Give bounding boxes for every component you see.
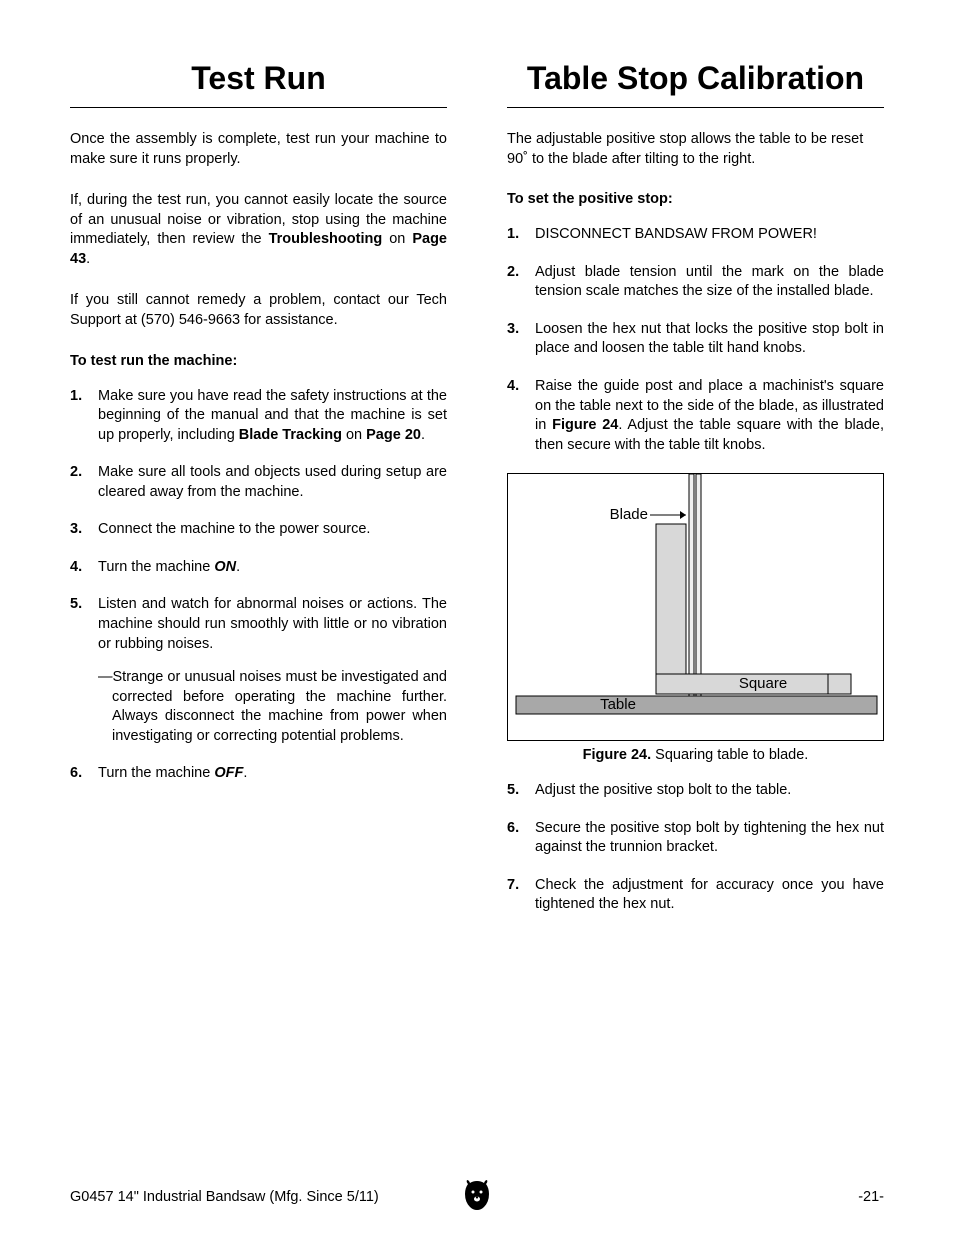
left-steps-cont: 6.Turn the machine OFF.: [70, 764, 447, 784]
footer-logo: [464, 1180, 490, 1214]
right-step-2: 2.Adjust blade tension until the mark on…: [507, 263, 884, 302]
left-step-5-sub: —Strange or unusual noises must be inves…: [84, 668, 447, 746]
figure-24-caption: Figure 24. Squaring table to blade.: [507, 747, 884, 763]
page-footer: G0457 14" Industrial Bandsaw (Mfg. Since…: [70, 1189, 884, 1205]
right-step-6: 6.Secure the positive stop bolt by tight…: [507, 819, 884, 858]
right-step-3: 3.Loosen the hex nut that locks the posi…: [507, 320, 884, 359]
left-heading: Test Run: [70, 60, 447, 108]
right-step-5: 5.Adjust the positive stop bolt to the t…: [507, 781, 884, 801]
blade-label: Blade: [610, 506, 648, 523]
left-subhead: To test run the machine:: [70, 353, 447, 369]
left-step-2: 2.Make sure all tools and objects used d…: [70, 463, 447, 502]
right-step-7: 7.Check the adjustment for accuracy once…: [507, 876, 884, 915]
right-steps-cont: 5.Adjust the positive stop bolt to the t…: [507, 781, 884, 915]
left-step-5: 5.Listen and watch for abnormal noises o…: [70, 595, 447, 654]
right-heading: Table Stop Calibration: [507, 60, 884, 108]
table-label: Table: [600, 696, 636, 713]
right-para-1: The adjustable positive stop allows the …: [507, 130, 884, 169]
left-para-3: If you still cannot remedy a problem, co…: [70, 291, 447, 330]
square-label: Square: [739, 675, 787, 692]
left-steps: 1.Make sure you have read the safety ins…: [70, 387, 447, 655]
right-step-4: 4.Raise the guide post and place a machi…: [507, 377, 884, 455]
left-para-2: If, during the test run, you cannot easi…: [70, 191, 447, 269]
figure-24: Blade Square Table Figure 24. Squaring t…: [507, 473, 884, 763]
bear-icon: [464, 1180, 490, 1210]
right-subhead: To set the positive stop:: [507, 191, 884, 207]
footer-left: G0457 14" Industrial Bandsaw (Mfg. Since…: [70, 1189, 379, 1205]
left-step-1: 1.Make sure you have read the safety ins…: [70, 387, 447, 446]
left-column: Test Run Once the assembly is complete, …: [70, 60, 447, 933]
right-step-1: 1.DISCONNECT BANDSAW FROM POWER!: [507, 225, 884, 245]
left-step-4: 4.Turn the machine ON.: [70, 558, 447, 578]
two-column-layout: Test Run Once the assembly is complete, …: [70, 60, 884, 933]
right-column: Table Stop Calibration The adjustable po…: [507, 60, 884, 933]
figure-24-diagram: Blade Square Table: [507, 473, 884, 741]
footer-right: -21-: [858, 1189, 884, 1205]
right-steps: 1.DISCONNECT BANDSAW FROM POWER! 2.Adjus…: [507, 225, 884, 455]
figure-24-svg: Blade Square Table: [508, 474, 885, 742]
left-step-6: 6.Turn the machine OFF.: [70, 764, 447, 784]
left-para-1: Once the assembly is complete, test run …: [70, 130, 447, 169]
left-step-3: 3.Connect the machine to the power sourc…: [70, 520, 447, 540]
